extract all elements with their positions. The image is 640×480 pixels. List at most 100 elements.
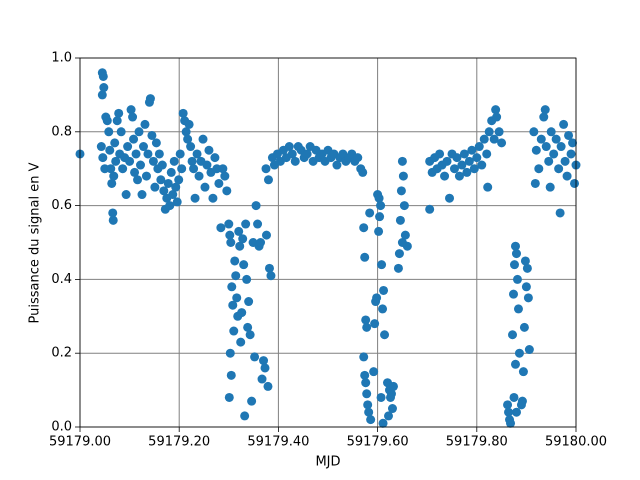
point: [99, 83, 109, 93]
point: [234, 226, 244, 236]
point: [469, 164, 479, 174]
point: [379, 285, 389, 295]
point: [364, 407, 374, 417]
point: [378, 418, 388, 428]
point: [148, 156, 158, 166]
point: [464, 156, 474, 166]
y-tick-label: 1.0: [51, 51, 72, 66]
point: [551, 134, 561, 144]
point: [491, 105, 501, 115]
point: [287, 149, 297, 159]
point: [241, 219, 251, 229]
point: [194, 171, 204, 181]
point: [332, 160, 342, 170]
point: [140, 119, 150, 129]
point: [388, 381, 398, 391]
point: [177, 164, 187, 174]
point: [492, 112, 502, 122]
point: [150, 182, 160, 192]
point: [361, 315, 371, 325]
point: [134, 127, 144, 137]
point: [156, 175, 166, 185]
point: [107, 178, 117, 188]
point: [358, 167, 368, 177]
point: [222, 186, 232, 196]
point: [359, 352, 369, 362]
point: [138, 142, 148, 152]
point: [244, 297, 254, 307]
point: [224, 392, 234, 402]
point: [137, 190, 147, 200]
point: [226, 370, 236, 380]
point: [353, 153, 363, 163]
point: [378, 304, 388, 314]
point: [519, 322, 529, 332]
point: [104, 127, 114, 137]
point: [168, 190, 178, 200]
point: [169, 156, 179, 166]
point: [394, 249, 404, 259]
point: [129, 134, 139, 144]
point: [370, 319, 380, 329]
point: [239, 260, 249, 270]
point: [143, 149, 153, 159]
point: [363, 400, 373, 410]
point: [539, 112, 549, 122]
y-tick-label: 0.8: [51, 124, 72, 139]
point: [263, 175, 273, 185]
point: [174, 175, 184, 185]
point: [165, 201, 175, 211]
point: [186, 142, 196, 152]
point: [508, 330, 518, 340]
point: [483, 182, 493, 192]
point: [229, 326, 239, 336]
point: [435, 149, 445, 159]
point: [178, 108, 188, 118]
point: [98, 153, 108, 163]
point: [462, 167, 472, 177]
point: [242, 274, 252, 284]
point: [145, 94, 155, 104]
point: [210, 153, 220, 163]
point: [151, 138, 161, 148]
point: [531, 145, 541, 155]
point: [509, 392, 519, 402]
point: [474, 142, 484, 152]
point: [544, 156, 554, 166]
point: [397, 156, 407, 166]
point: [506, 418, 516, 428]
point: [522, 263, 532, 273]
point: [440, 171, 450, 181]
point: [524, 345, 534, 355]
point: [251, 201, 261, 211]
point: [494, 127, 504, 137]
point: [189, 164, 199, 174]
point: [240, 411, 250, 421]
y-tick-label: 0.2: [51, 346, 72, 361]
point: [568, 138, 578, 148]
point: [218, 164, 228, 174]
point: [477, 160, 487, 170]
point: [202, 160, 212, 170]
point: [159, 186, 169, 196]
point: [228, 300, 238, 310]
point: [425, 204, 435, 214]
point: [166, 167, 176, 177]
point: [361, 378, 371, 388]
point: [250, 352, 260, 362]
point: [266, 271, 276, 281]
point: [220, 171, 230, 181]
point: [398, 171, 408, 181]
point: [110, 138, 120, 148]
point: [513, 304, 523, 314]
point: [154, 149, 164, 159]
point: [472, 153, 482, 163]
point: [510, 359, 520, 369]
point: [454, 171, 464, 181]
point: [518, 367, 528, 377]
point: [509, 260, 519, 270]
point: [116, 127, 126, 137]
point: [190, 193, 200, 203]
point: [131, 149, 141, 159]
x-tick-label: 59179.20: [148, 435, 210, 450]
